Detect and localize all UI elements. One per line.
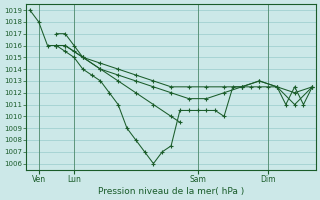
X-axis label: Pression niveau de la mer( hPa ): Pression niveau de la mer( hPa ): [98, 187, 244, 196]
